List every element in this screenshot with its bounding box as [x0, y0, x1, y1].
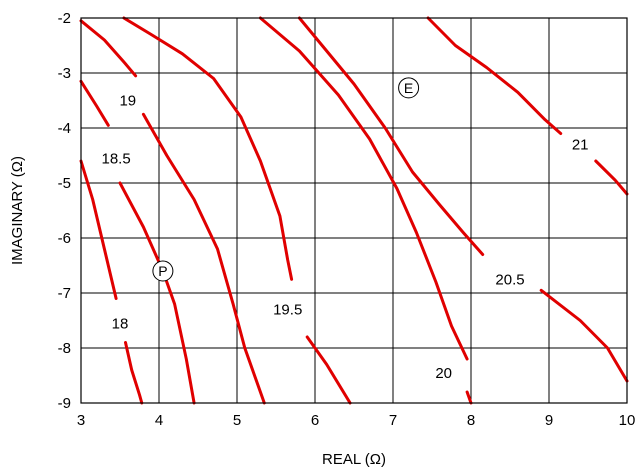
- contour-line-18.5: [118, 181, 196, 405]
- marker-label: E: [404, 80, 413, 96]
- contour-line-19: [79, 19, 138, 78]
- marker-circle: [152, 260, 174, 282]
- contour-line-18: [79, 159, 118, 300]
- y-axis-label: IMAGINARY (Ω): [9, 156, 26, 265]
- x-tick-label: 7: [389, 412, 397, 429]
- contour-label-19.5: 19.5: [273, 302, 302, 319]
- marker-p: P: [152, 260, 174, 282]
- contour-label-18: 18: [112, 315, 129, 332]
- contour-line-19.5: [305, 335, 352, 405]
- contour-line-20: [465, 390, 473, 405]
- marker-circle: [398, 77, 420, 99]
- x-axis-label: REAL (Ω): [322, 451, 386, 468]
- x-tick-label: 6: [311, 412, 319, 429]
- contour-label-20.5: 20.5: [495, 271, 524, 288]
- x-tick-label: 5: [233, 412, 241, 429]
- contour-line-21: [426, 16, 563, 135]
- x-tick-labels: 3 4 5 6 7 8 9 10: [77, 412, 636, 429]
- grid: [80, 17, 628, 404]
- contour-label-18.5: 18.5: [101, 150, 130, 167]
- contour-lines: [79, 16, 629, 405]
- y-tick-label: -7: [58, 285, 71, 302]
- contour-line-18.5: [79, 79, 110, 127]
- x-tick-label: 8: [467, 412, 475, 429]
- contour-label-20: 20: [435, 365, 452, 382]
- y-tick-labels: -2 -3 -4 -5 -6 -7 -8 -9: [58, 10, 71, 412]
- y-tick-label: -8: [58, 340, 71, 357]
- contour-label-19: 19: [119, 93, 136, 110]
- point-markers: EP: [152, 77, 420, 282]
- contour-labels: 18 18.5 19 19.5 20 20.5 21: [101, 93, 588, 382]
- marker-label: P: [158, 263, 167, 279]
- contour-line-19.5: [122, 16, 294, 281]
- y-tick-label: -2: [58, 10, 71, 27]
- contour-line-20.5: [539, 288, 629, 383]
- marker-e: E: [398, 77, 420, 99]
- contour-line-20: [258, 16, 469, 361]
- plot-frame: [80, 17, 628, 404]
- contour-label-21: 21: [572, 137, 589, 154]
- contour-line-21: [594, 159, 629, 196]
- x-tick-label: 3: [77, 412, 85, 429]
- y-tick-label: -5: [58, 175, 71, 192]
- contour-line-19: [141, 112, 266, 405]
- contour-line-18: [124, 341, 144, 405]
- x-tick-label: 10: [619, 412, 636, 429]
- y-tick-label: -4: [58, 120, 71, 137]
- contour-line-20.5: [297, 16, 485, 256]
- x-tick-label: 9: [545, 412, 553, 429]
- y-tick-label: -9: [58, 395, 71, 412]
- y-tick-label: -3: [58, 65, 71, 82]
- x-tick-label: 4: [155, 412, 163, 429]
- y-tick-label: -6: [58, 230, 71, 247]
